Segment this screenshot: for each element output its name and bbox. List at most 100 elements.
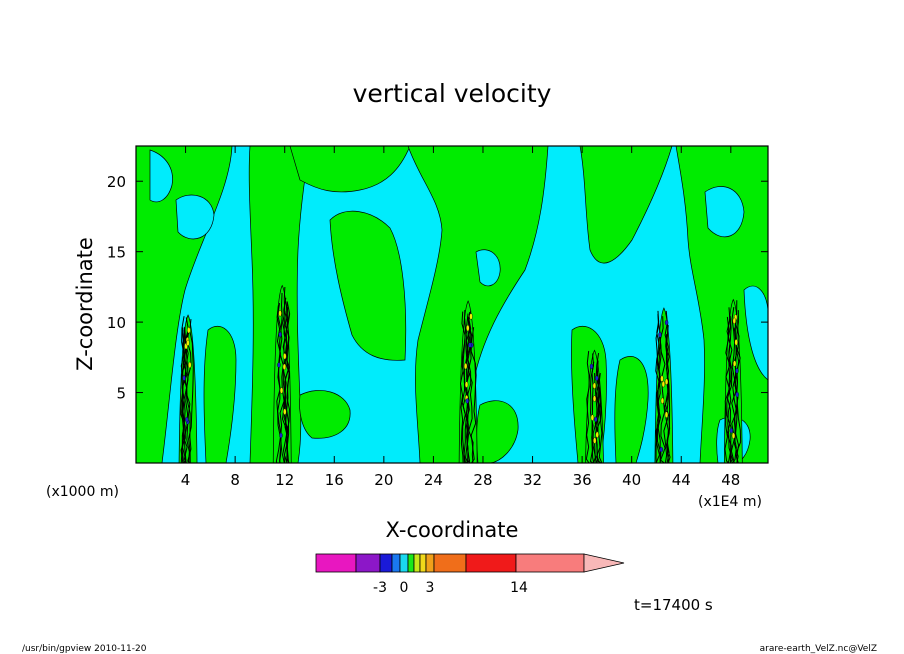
convective-column <box>654 307 674 463</box>
colorbar-swatch <box>315 553 357 573</box>
contour-region <box>299 390 351 439</box>
contour-line <box>589 353 595 463</box>
colorbar <box>315 553 625 573</box>
colorbar-swatch <box>465 553 517 573</box>
y-axis-label: Z-coordinate <box>73 237 97 371</box>
downdraft-core <box>182 375 186 381</box>
time-label: t=17400 s <box>634 596 713 614</box>
contour-region <box>579 146 673 264</box>
colorbar-swatch <box>433 553 467 573</box>
contour-line <box>281 287 288 463</box>
updraft-core <box>732 317 737 325</box>
footer-left: /usr/bin/gpview 2010-11-20 <box>22 644 147 654</box>
contour-line <box>656 333 662 463</box>
convective-column <box>585 349 604 463</box>
contour-region <box>329 210 407 361</box>
x-tick-label: 48 <box>721 471 740 489</box>
contour-region <box>175 194 215 240</box>
colorbar-swatch <box>391 553 401 573</box>
contour-region <box>614 356 649 463</box>
y-tick-label: 5 <box>116 385 126 403</box>
contour-line <box>664 320 671 463</box>
x-tick-label: 12 <box>275 471 294 489</box>
x-axis: 4 8 12 16 20 24 28 32 36 40 44 48 <box>181 146 740 489</box>
colorbar-label: 14 <box>510 580 528 596</box>
x-tick-label: 16 <box>325 471 344 489</box>
plot-area <box>136 146 768 463</box>
contour-line <box>462 309 468 463</box>
x-tick-label: 36 <box>573 471 592 489</box>
updraft-core <box>592 382 597 389</box>
contour-region <box>475 249 501 287</box>
updraft-core <box>592 437 597 444</box>
updraft-core <box>732 360 737 367</box>
colorbar-label: 3 <box>426 580 435 596</box>
contour-line <box>277 302 283 463</box>
updraft-core <box>187 326 191 334</box>
contour-line <box>735 310 742 463</box>
downdraft-core <box>185 416 189 423</box>
colorbar-swatch <box>413 553 421 573</box>
contour-region <box>149 149 173 203</box>
updraft-core <box>734 339 738 346</box>
downdraft-core <box>278 331 282 338</box>
updraft-core <box>661 380 666 388</box>
contour-line <box>655 314 661 463</box>
contour-line <box>594 375 601 463</box>
updraft-core <box>279 387 284 394</box>
contour-line <box>659 316 666 463</box>
colorbar-swatch <box>407 553 415 573</box>
x-tick-label: 32 <box>523 471 542 489</box>
colorbar-label: 0 <box>400 580 409 596</box>
updraft-core <box>463 362 468 370</box>
contour-line <box>181 316 187 463</box>
updraft-core <box>464 381 469 388</box>
updraft-core <box>664 411 669 418</box>
colorbar-swatch <box>419 553 427 573</box>
updraft-core <box>188 361 192 369</box>
x-tick-label: 40 <box>622 471 641 489</box>
contour-line <box>186 329 192 463</box>
downdraft-core <box>659 446 664 453</box>
contour-line <box>665 325 671 463</box>
contour-line <box>185 331 191 463</box>
downdraft-core <box>279 432 283 439</box>
x-tick-label: 20 <box>374 471 393 489</box>
downdraft-core <box>735 391 739 398</box>
contour-line <box>284 301 291 463</box>
downdraft-core <box>277 362 281 368</box>
updraft-core <box>282 363 287 371</box>
updraft-core <box>466 324 470 332</box>
convective-column <box>272 284 292 463</box>
x-tick-label: 24 <box>424 471 443 489</box>
updraft-core <box>595 431 599 438</box>
convective-column <box>458 300 478 463</box>
updraft-core <box>660 375 664 382</box>
downdraft-core <box>735 368 739 374</box>
downdraft-core <box>658 332 662 338</box>
colorbar-swatch <box>425 553 435 573</box>
y-tick-label: 20 <box>107 173 126 191</box>
x-tick-label: 4 <box>181 471 191 489</box>
convective-column <box>723 298 743 463</box>
x-tick-label: 44 <box>672 471 691 489</box>
updraft-core <box>283 353 287 360</box>
y-axis: 5 10 15 20 <box>107 173 768 403</box>
downdraft-core <box>589 363 594 370</box>
updraft-core <box>469 313 473 320</box>
contour-line <box>188 318 194 463</box>
contour-line <box>465 313 470 463</box>
downdraft-core <box>729 427 734 434</box>
contour-region <box>407 146 549 463</box>
x-tick-label: 8 <box>230 471 240 489</box>
y-tick-label: 10 <box>107 314 126 332</box>
x-unit-right: (x1E4 m) <box>698 494 762 510</box>
contour-region <box>675 146 768 463</box>
colorbar-extend-arrow <box>583 553 625 573</box>
updraft-core <box>660 397 665 405</box>
plot-frame <box>135 145 769 464</box>
downdraft-core <box>468 342 472 348</box>
contour-line <box>594 370 600 463</box>
contour-line <box>283 297 289 463</box>
x-axis-label: X-coordinate <box>386 518 519 542</box>
